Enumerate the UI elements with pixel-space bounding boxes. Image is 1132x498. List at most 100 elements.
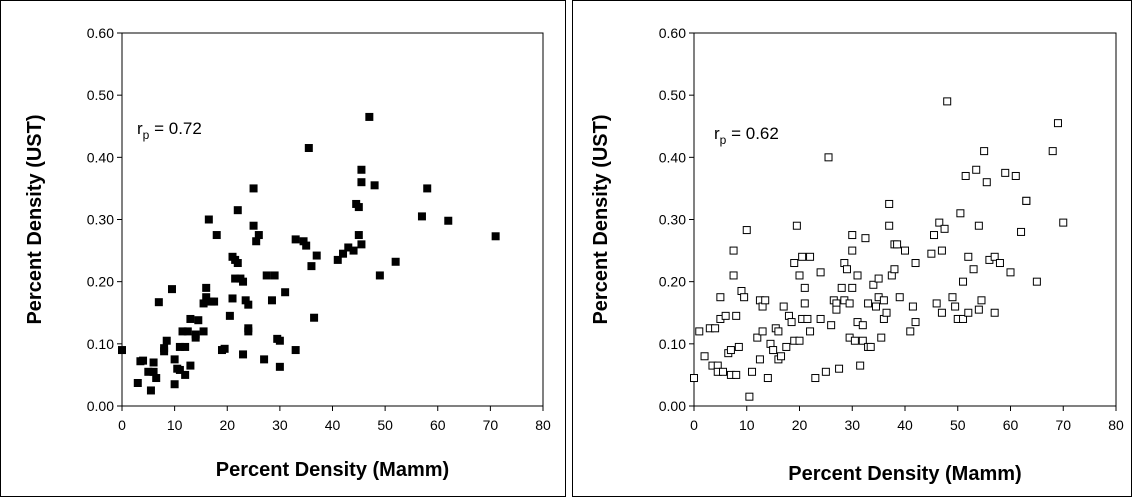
scatter-point [964,252,973,261]
scatter-point [186,361,195,370]
x-tick-label: 70 [483,417,499,433]
scatter-point [1048,147,1057,156]
scatter-point [291,235,300,244]
scatter-point [181,342,190,351]
scatter-point [307,262,316,271]
scatter-point [951,302,960,311]
scatter-point [956,209,965,218]
y-tick-label: 0.30 [659,212,686,228]
scatter-point [417,212,426,221]
scatter-point [191,333,200,342]
scatter-point [974,305,983,314]
scatter-point [375,271,384,280]
scatter-point [790,259,799,268]
x-tick-label: 70 [1055,417,1071,433]
scatter-point [267,296,276,305]
scatter-point [901,246,909,255]
scatter-point [911,318,920,327]
x-tick-label: 60 [1003,417,1019,433]
x-tick-label: 20 [219,417,235,433]
scatter-point [937,246,946,255]
scatter-point [262,271,271,280]
scatter-point [982,178,991,187]
scatter-point [959,277,968,286]
scatter-point [729,271,738,280]
scatter-point [690,374,698,383]
scatter-point [726,346,735,355]
scatter-point [183,327,192,336]
scatter-point [837,283,846,292]
scatter-point [721,311,730,320]
scatter-point [491,232,500,241]
scatter-point [146,386,155,395]
chart-panel-right: 0 10 20 30 40 50 60 70 80 0.00 0.10 0.20 0.30 0.40 0.5… [572,0,1132,497]
scatter-point [1006,268,1015,277]
scatter-point [357,240,366,249]
scatter-point [152,374,161,383]
scatter-point [959,314,968,323]
scatter-point [816,314,825,323]
scatter-point [734,342,743,351]
scatter-point [186,314,195,323]
scatter-point [1032,277,1041,286]
scatter-point [990,308,999,317]
scatter-point [848,283,857,292]
scatter-point [291,346,300,355]
scatter-point [310,313,319,322]
scatter-point [202,283,211,292]
x-tick-label: 80 [1108,417,1124,433]
y-tick-label: 0.40 [87,149,114,165]
y-tick-label: 0.40 [659,149,686,165]
scatter-point [162,336,171,345]
scatter-point [1053,119,1062,128]
scatter-point [1001,168,1010,177]
scatter-point [758,327,767,336]
scatter-point [357,165,366,174]
scatter-point [711,324,720,333]
scatter-point [228,294,237,303]
scatter-point [832,305,841,314]
scatter-point [795,271,804,280]
y-tick-label: 0.20 [659,274,686,290]
scatter-point [755,355,764,364]
scatter-point [742,226,751,235]
x-tick-label: 50 [377,417,393,433]
scatter-point [700,352,709,361]
scatter-point [972,165,981,174]
scatter-point [423,184,432,193]
scatter-point [800,283,809,292]
scatter-point [974,221,983,230]
scatter-point [695,327,704,336]
scatter-point [869,280,878,289]
correlation-annotation: rp = 0.62 [714,124,779,147]
scatter-point [118,346,126,355]
scatter-point [302,241,311,250]
x-axis-title: Percent Density (Mamm) [788,463,1021,485]
scatter-point [133,378,142,387]
scatter-chart-right: 0 10 20 30 40 50 60 70 80 0.00 0.10 0.20 0.30 0.40 0.5… [590,25,1124,485]
scatter-point [333,255,342,264]
scatter-point [312,251,321,260]
chart-panel-left: 0 10 20 30 40 50 60 70 80 0.00 0.10 0.20 0.30 0.40 0.5… [0,0,566,497]
y-axis-title: Percent Density (UST) [24,114,46,324]
scatter-point [893,240,902,249]
y-tick-label: 0.50 [87,87,114,103]
scatter-point [194,316,203,325]
scatter-point [154,298,163,307]
scatter-point [787,318,796,327]
scatter-point [774,327,783,336]
scatter-point [181,370,190,379]
scatter-point [354,203,363,212]
scatter-point [782,342,791,351]
scatter-point [354,231,363,240]
scatter-point [233,259,242,268]
scatter-point [199,327,208,336]
scatter-point [1017,227,1026,236]
scatter-point [800,299,809,308]
scatter-point [835,364,844,373]
scatter-point [391,257,400,266]
scatter-point [858,321,867,330]
scatter-point [798,252,807,261]
scatter-point [908,302,917,311]
scatter-point [444,216,453,225]
